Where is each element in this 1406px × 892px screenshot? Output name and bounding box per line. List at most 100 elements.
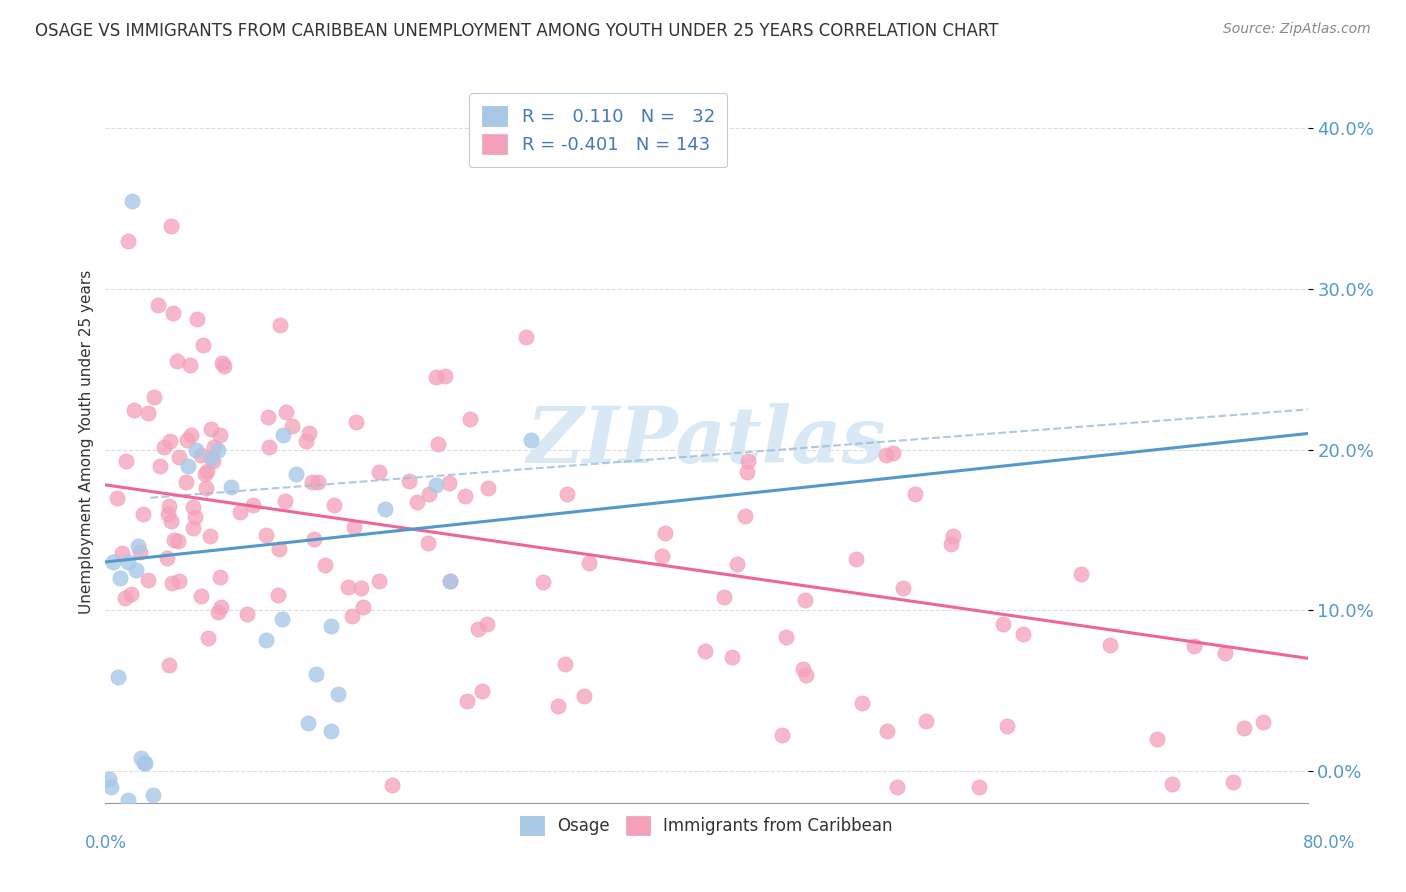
- Point: [942, 529, 965, 543]
- Point: [416, 536, 439, 550]
- Text: Source: ZipAtlas.com: Source: ZipAtlas.com: [1223, 22, 1371, 37]
- Point: [991, 616, 1014, 631]
- Point: [159, 434, 181, 448]
- Point: [572, 690, 595, 704]
- Point: [477, 617, 499, 632]
- Point: [1215, 646, 1237, 660]
- Point: [725, 558, 748, 572]
- Point: [229, 505, 252, 519]
- Point: [157, 658, 180, 673]
- Point: [107, 670, 129, 684]
- Point: [101, 555, 124, 569]
- Point: [328, 687, 350, 701]
- Point: [197, 632, 219, 646]
- Point: [305, 667, 328, 681]
- Point: [903, 487, 925, 501]
- Point: [915, 714, 938, 728]
- Point: [695, 644, 717, 658]
- Point: [190, 589, 212, 603]
- Point: [254, 632, 277, 647]
- Point: [127, 539, 149, 553]
- Point: [267, 542, 290, 557]
- Point: [350, 581, 373, 595]
- Point: [115, 454, 138, 468]
- Point: [1232, 721, 1254, 735]
- Point: [439, 574, 461, 589]
- Point: [381, 778, 404, 792]
- Point: [1160, 777, 1182, 791]
- Point: [183, 521, 205, 535]
- Point: [531, 575, 554, 590]
- Point: [1099, 638, 1122, 652]
- Point: [770, 728, 793, 742]
- Point: [792, 662, 814, 676]
- Point: [128, 545, 150, 559]
- Point: [321, 619, 343, 633]
- Point: [184, 510, 207, 524]
- Point: [323, 498, 346, 512]
- Point: [735, 465, 758, 479]
- Point: [267, 588, 290, 602]
- Point: [156, 507, 179, 521]
- Point: [186, 312, 208, 326]
- Point: [200, 450, 222, 465]
- Point: [437, 475, 460, 490]
- Point: [274, 405, 297, 419]
- Point: [875, 448, 897, 462]
- Point: [555, 487, 578, 501]
- Text: OSAGE VS IMMIGRANTS FROM CARIBBEAN UNEMPLOYMENT AMONG YOUTH UNDER 25 YEARS CORRE: OSAGE VS IMMIGRANTS FROM CARIBBEAN UNEMP…: [35, 22, 998, 40]
- Point: [794, 592, 817, 607]
- Point: [270, 612, 292, 626]
- Point: [117, 234, 139, 248]
- Point: [160, 219, 183, 234]
- Point: [891, 582, 914, 596]
- Point: [301, 475, 323, 489]
- Point: [454, 489, 477, 503]
- Point: [304, 532, 326, 546]
- Point: [209, 570, 232, 584]
- Point: [207, 605, 229, 619]
- Point: [471, 684, 494, 698]
- Point: [132, 507, 155, 521]
- Point: [124, 563, 146, 577]
- Point: [578, 556, 600, 570]
- Point: [152, 440, 174, 454]
- Point: [651, 549, 673, 563]
- Point: [794, 667, 817, 681]
- Point: [876, 723, 898, 738]
- Point: [256, 409, 278, 424]
- Point: [219, 480, 242, 494]
- Point: [319, 723, 342, 738]
- Point: [368, 465, 391, 479]
- Point: [194, 467, 217, 481]
- Point: [344, 415, 367, 429]
- Text: ZIPatlas: ZIPatlas: [527, 403, 886, 480]
- Point: [298, 426, 321, 441]
- Point: [121, 194, 143, 208]
- Point: [713, 591, 735, 605]
- Point: [242, 498, 264, 512]
- Point: [134, 756, 156, 770]
- Point: [184, 442, 207, 457]
- Point: [425, 370, 447, 384]
- Point: [337, 580, 360, 594]
- Point: [281, 419, 304, 434]
- Point: [200, 422, 222, 436]
- Point: [100, 780, 122, 794]
- Point: [142, 788, 165, 802]
- Point: [190, 448, 212, 462]
- Point: [202, 440, 225, 454]
- Point: [882, 446, 904, 460]
- Point: [111, 547, 134, 561]
- Point: [194, 481, 217, 495]
- Point: [343, 519, 366, 533]
- Point: [547, 698, 569, 713]
- Point: [191, 338, 214, 352]
- Point: [166, 533, 188, 548]
- Point: [148, 458, 170, 473]
- Point: [1070, 567, 1092, 582]
- Point: [467, 622, 489, 636]
- Point: [136, 406, 159, 420]
- Point: [274, 494, 297, 508]
- Point: [406, 495, 429, 509]
